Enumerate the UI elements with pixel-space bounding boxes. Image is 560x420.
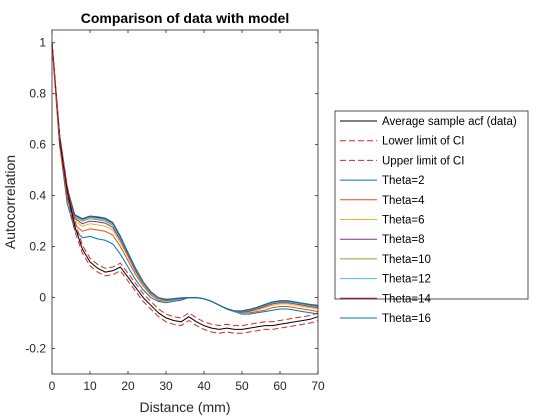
series-line-3 [51, 42, 319, 315]
series-layer [51, 42, 319, 334]
x-tick-label: 70 [311, 379, 325, 393]
x-tick-label: 20 [121, 379, 135, 393]
y-tick-label: 0 [39, 291, 46, 305]
series-line-10 [51, 42, 319, 312]
legend-box [334, 110, 529, 300]
chart-title: Comparison of data with model [81, 10, 289, 26]
legend-label-4: Theta=4 [382, 195, 425, 207]
y-tick-label: -0.2 [25, 342, 46, 356]
y-tick-label: 1 [39, 36, 46, 50]
x-tick-label: 30 [159, 379, 173, 393]
x-tick-label: 60 [273, 379, 287, 393]
y-tick-label: 0.2 [29, 240, 46, 254]
legend-label-7: Theta=10 [382, 254, 431, 266]
legend-label-6: Theta=8 [382, 234, 425, 246]
series-line-2 [51, 42, 319, 327]
series-line-0 [51, 42, 319, 330]
axes-box [51, 29, 319, 375]
legend-label-8: Theta=12 [382, 274, 431, 286]
x-tick-label: 0 [49, 379, 56, 393]
y-tick-label: 0.6 [29, 138, 46, 152]
plot-area: 0 10 20 30 40 50 60 70 -0.2 0 0.2 0.4 0.6 0.8 1 [25, 29, 325, 393]
legend-label-5: Theta=6 [382, 215, 425, 227]
legend-label-2: Upper limit of CI [382, 155, 464, 167]
series-line-1 [51, 45, 319, 334]
legend-label-1: Lower limit of CI [382, 136, 464, 148]
axes-background [52, 30, 318, 374]
tick-layer: 0 10 20 30 40 50 60 70 -0.2 0 0.2 0.4 0.6 0.8 1 [25, 30, 325, 393]
legend-label-0: Average sample acf (data) [382, 116, 517, 128]
y-axis-label: Autocorrelation [2, 155, 18, 249]
y-tick-label: 0.8 [29, 87, 46, 101]
legend-label-9: Theta=14 [382, 293, 432, 305]
legend-entries: Average sample acf (data) Lower limit of … [340, 116, 517, 325]
x-axis-label: Distance (mm) [139, 399, 230, 415]
legend: Average sample acf (data) Lower limit of … [334, 110, 529, 325]
y-tick-label: 0.4 [29, 189, 46, 203]
legend-label-10: Theta=16 [382, 313, 431, 325]
x-tick-label: 10 [83, 379, 97, 393]
legend-label-3: Theta=2 [382, 175, 425, 187]
x-tick-label: 50 [235, 379, 249, 393]
x-tick-label: 40 [197, 379, 211, 393]
